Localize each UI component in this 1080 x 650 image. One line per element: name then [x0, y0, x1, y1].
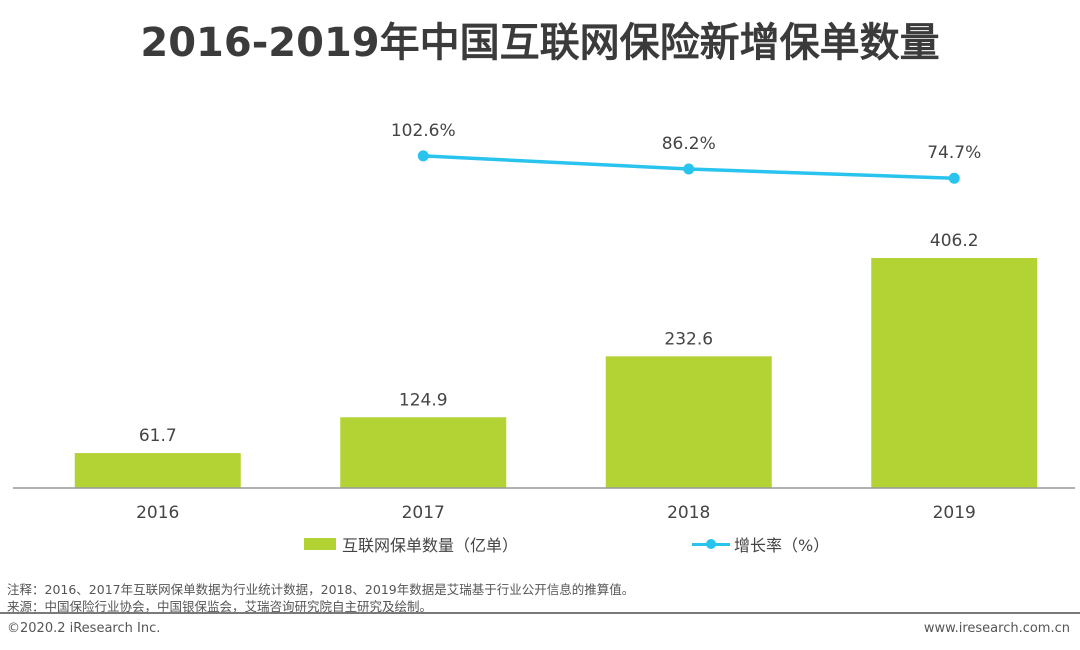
legend-label-line: 增长率（%） — [734, 536, 830, 555]
bar-value-label: 124.9 — [399, 390, 448, 410]
growth-rate-point — [683, 163, 695, 175]
footer-website: www.iresearch.com.cn — [923, 621, 1070, 636]
chart-title: 2016-2019年中国互联网保险新增保单数量 — [140, 20, 940, 66]
bar-2017 — [340, 417, 507, 488]
bar-2016 — [74, 453, 241, 488]
growth-rate-label: 86.2% — [662, 134, 716, 154]
footer-copyright: ©2020.2 iResearch Inc. — [7, 621, 161, 636]
legend-swatch-bar — [304, 538, 336, 550]
x-tick-label: 2018 — [667, 503, 710, 520]
legend-item-bar: 互联网保单数量（亿单） — [304, 532, 518, 556]
legend-item-line: 增长率（%） — [692, 532, 829, 556]
growth-rate-point — [417, 150, 429, 162]
x-tick-label: 2016 — [136, 503, 179, 520]
growth-rate-label: 74.7% — [927, 143, 981, 163]
chart-plot: 61.7 124.9 232.6 406.2 2016 2017 2018 2019 102… — [13, 121, 1075, 520]
legend-line-marker-icon — [692, 538, 730, 550]
legend-label-bar: 互联网保单数量（亿单） — [342, 536, 519, 555]
bar-value-label: 406.2 — [930, 231, 979, 251]
growth-rate-point — [948, 172, 960, 184]
chart-note: 注释：2016、2017年互联网保单数据为行业统计数据，2018、2019年数据… — [7, 582, 635, 597]
growth-rate-label: 102.6% — [391, 121, 456, 141]
bar-value-label: 232.6 — [664, 329, 713, 349]
bar-value-label: 61.7 — [139, 426, 177, 446]
x-tick-label: 2019 — [933, 503, 976, 520]
bar-2018 — [605, 356, 772, 488]
x-tick-label: 2017 — [402, 503, 445, 520]
chart-source: 来源：中国保险行业协会，中国银保监会，艾瑞咨询研究院自主研究及绘制。 — [7, 599, 433, 614]
bar-2019 — [871, 258, 1038, 488]
footer-divider — [0, 612, 1080, 614]
